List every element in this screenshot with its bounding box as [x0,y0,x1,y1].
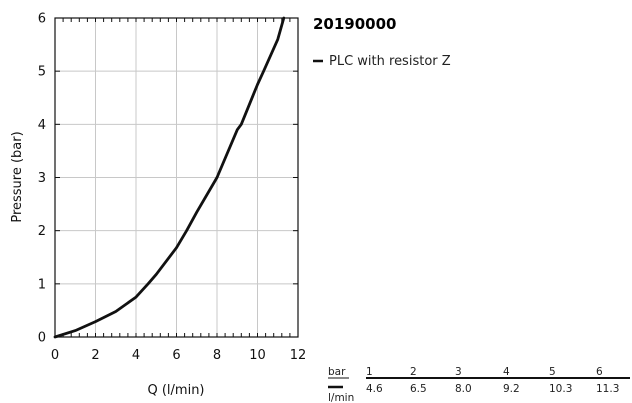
y-tick-label: 2 [38,224,46,239]
y-tick-label: 1 [38,277,46,292]
flow-table: bar l/min 1 2 3 4 5 6 4.6 6.5 8.0 9.2 10.3 11.3 [328,366,630,403]
table-flow-value: 10.3 [549,383,572,395]
x-tick-label: 12 [290,348,307,363]
y-axis-title: Pressure (bar) [10,131,25,222]
legend-label: PLC with resistor Z [329,54,451,69]
y-tick-labels: 0 1 2 3 4 5 6 [38,12,46,346]
x-tick-label: 8 [213,348,221,363]
table-bar-value: 2 [410,366,417,378]
x-tick-label: 2 [91,348,99,363]
y-tick-label: 0 [38,331,46,346]
chart-title: 20190000 [313,15,397,33]
table-label-lmin: l/min [328,392,354,403]
x-axis-title: Q (l/min) [147,383,204,398]
x-tick-labels: 0 2 4 6 8 10 12 [51,348,306,363]
y-tick-label: 6 [38,12,46,27]
series-line [53,16,286,339]
grid [54,17,299,338]
table-flow-value: 8.0 [455,383,472,395]
table-bar-value: 3 [455,366,462,378]
y-tick-label: 5 [38,65,46,80]
table-bar-value: 5 [549,366,556,378]
plot-frame [54,17,299,338]
table-flow-value: 6.5 [410,383,427,395]
table-bar-value: 6 [596,366,603,378]
table-flow-value: 4.6 [366,383,383,395]
x-tick-label: 6 [172,348,180,363]
table-bar-value: 1 [366,366,373,378]
y-tick-label: 3 [38,171,46,186]
x-tick-label: 10 [249,348,266,363]
y-tick-label: 4 [38,118,46,133]
x-tick-label: 4 [132,348,140,363]
series-layer [53,16,286,339]
table-label-bar: bar [328,366,346,378]
x-tick-label: 0 [51,348,59,363]
table-flow-value: 11.3 [596,383,619,395]
table-flow-value: 9.2 [503,383,520,395]
table-bar-value: 4 [503,366,510,378]
